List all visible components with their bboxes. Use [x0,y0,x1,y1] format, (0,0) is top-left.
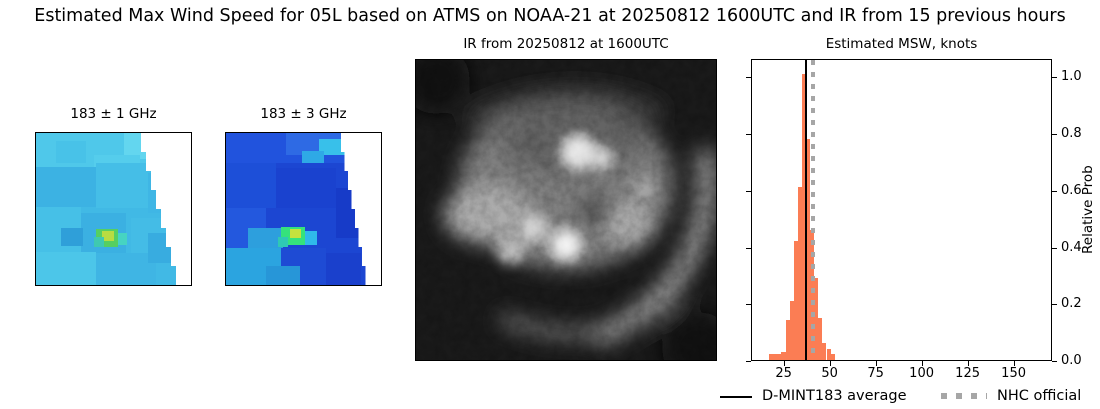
nhc-official-line [810,60,815,360]
x-tick-mark [783,361,785,366]
y-tick-label: 0.8 [1061,126,1082,142]
histogram-title: Estimated MSW, knots [825,36,978,52]
y-tick-mark [746,247,751,249]
x-tick-label: 100 [909,366,934,381]
figure-title: Estimated Max Wind Speed for 05L based o… [34,6,1066,26]
x-tick-label: 150 [1001,366,1026,381]
x-tick-mark [921,361,923,366]
legend-dotted-swatch-nhc [941,393,987,399]
histogram-bar [806,138,811,360]
y-tick-label: 0.2 [1061,296,1082,312]
y-tick-mark [1052,247,1057,249]
y-tick-mark [746,304,751,306]
ir-title: IR from 20250812 at 1600UTC [463,36,669,52]
histogram-bar [814,277,819,360]
legend-label-nhc-official: NHC official [997,388,1082,404]
y-tick-mark [746,77,751,79]
x-tick-mark [1013,361,1015,366]
histogram-bar [818,317,823,360]
mw-183pm3-title: 183 ± 3 GHz [260,106,347,122]
mw-183pm1-title: 183 ± 1 GHz [70,106,157,122]
y-tick-label: 0.4 [1061,239,1082,255]
x-tick-label: 75 [867,366,884,381]
y-tick-mark [746,134,751,136]
y-tick-mark [1052,134,1057,136]
y-tick-label: 1.0 [1061,69,1082,85]
y-axis-label: Relative Prob [1080,165,1096,255]
x-tick-label: 125 [955,366,980,381]
histogram-bar [769,354,782,360]
mw-183pm3-image [225,132,382,286]
histogram-bar [781,351,786,360]
y-tick-mark [1052,304,1057,306]
y-tick-mark [1052,77,1057,79]
histogram-bar [794,240,799,360]
histogram-bar [790,300,795,360]
histogram-bar [786,320,790,360]
y-tick-mark [746,190,751,192]
ir-cloud-image [416,60,716,360]
histogram-plot-area [751,59,1052,361]
histogram-bar [830,354,835,360]
x-tick-label: 25 [775,366,792,381]
legend-line-swatch-dmint [720,396,752,398]
x-tick-label: 50 [821,366,838,381]
mw-183pm1-image [35,132,192,286]
y-tick-label: 0.0 [1061,353,1082,368]
histogram-bar [826,348,831,360]
x-tick-mark [875,361,877,366]
legend-label-dmint-average: D-MINT183 average [762,388,907,404]
x-tick-mark [967,361,969,366]
ir-image [415,59,717,361]
x-tick-mark [829,361,831,366]
y-tick-mark [1052,190,1057,192]
dmint-average-line [805,60,808,360]
y-tick-mark [746,361,751,362]
histogram-bar [798,187,803,360]
mw-183pm1-pixels [36,133,191,285]
y-tick-mark [1052,361,1057,362]
mw-183pm3-pixels [226,133,381,285]
y-tick-label: 0.6 [1061,182,1082,198]
histogram-bar [802,73,807,360]
histogram-bar [822,343,827,360]
